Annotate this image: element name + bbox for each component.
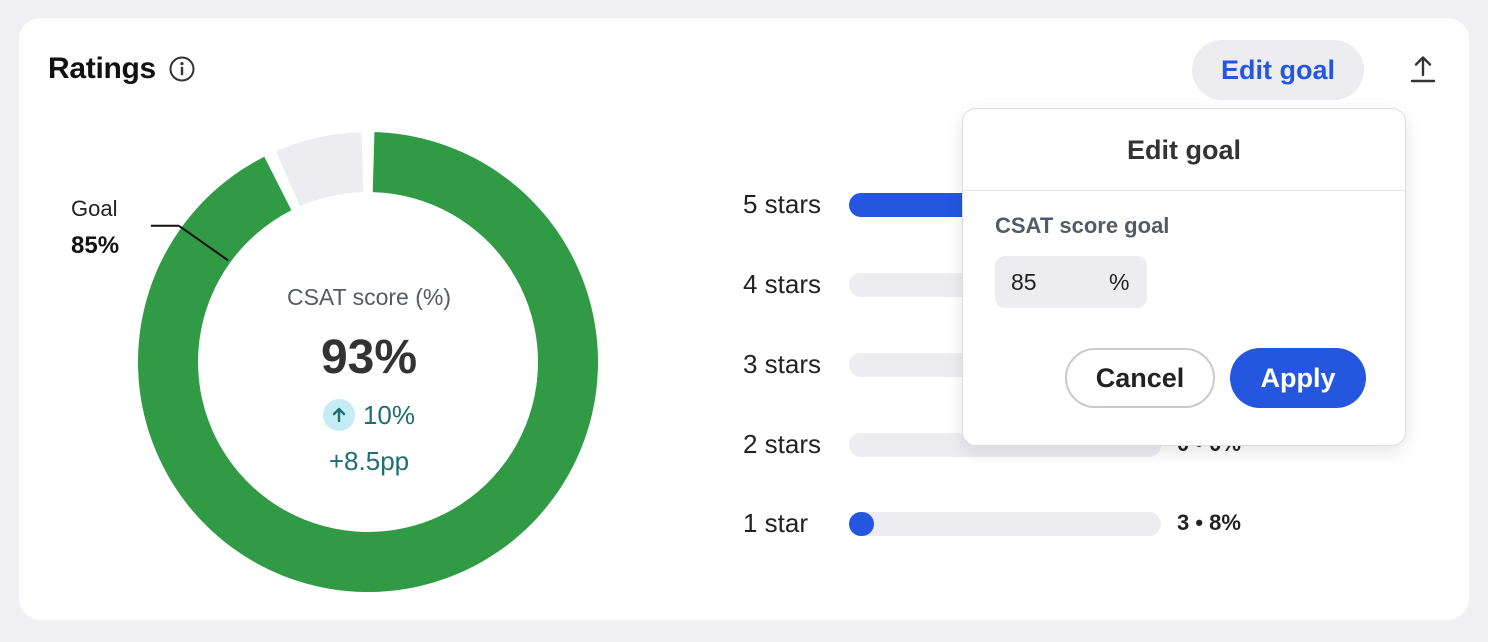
percent-unit: % [1109, 269, 1130, 295]
apply-button[interactable]: Apply [1230, 348, 1366, 408]
popover-divider [963, 190, 1405, 191]
csat-goal-input-wrapper: % [995, 256, 1147, 308]
trend-indicator: 10% [219, 399, 519, 431]
rating-bar-fill [849, 512, 874, 536]
csat-goal-field-label: CSAT score goal [995, 213, 1170, 238]
edit-goal-popover: Edit goal CSAT score goal % Cancel Apply [962, 108, 1406, 446]
edit-goal-button[interactable]: Edit goal [1192, 40, 1364, 100]
trend-value: 10% [362, 399, 416, 430]
csat-goal-input[interactable] [995, 256, 1095, 308]
rating-label: 1 star [743, 508, 809, 538]
csat-score-value: 93% [320, 331, 418, 384]
donut-remainder-arc [275, 132, 364, 207]
info-circle-icon[interactable] [168, 55, 196, 83]
popover-title: Edit goal [1127, 135, 1241, 165]
trend-pp-value: +8.5pp [328, 446, 410, 476]
rating-label: 2 stars [743, 429, 822, 459]
goal-value: 85% [71, 232, 120, 259]
goal-marker-line [178, 224, 229, 262]
upload-icon[interactable] [1406, 52, 1440, 86]
arrow-up-icon [322, 399, 355, 431]
rating-bar-track [849, 512, 1161, 536]
csat-donut-chart [137, 132, 598, 593]
rating-label: 3 stars [743, 349, 822, 379]
rating-count: 3 • 8% [1177, 510, 1241, 535]
card-title: Ratings [48, 52, 156, 85]
card-header: Ratings [48, 52, 196, 86]
cancel-button[interactable]: Cancel [1065, 348, 1215, 408]
goal-label: Goal [71, 196, 118, 221]
csat-score-label: CSAT score (%) [286, 284, 451, 310]
rating-label: 4 stars [743, 269, 822, 299]
rating-label: 5 stars [743, 189, 822, 219]
